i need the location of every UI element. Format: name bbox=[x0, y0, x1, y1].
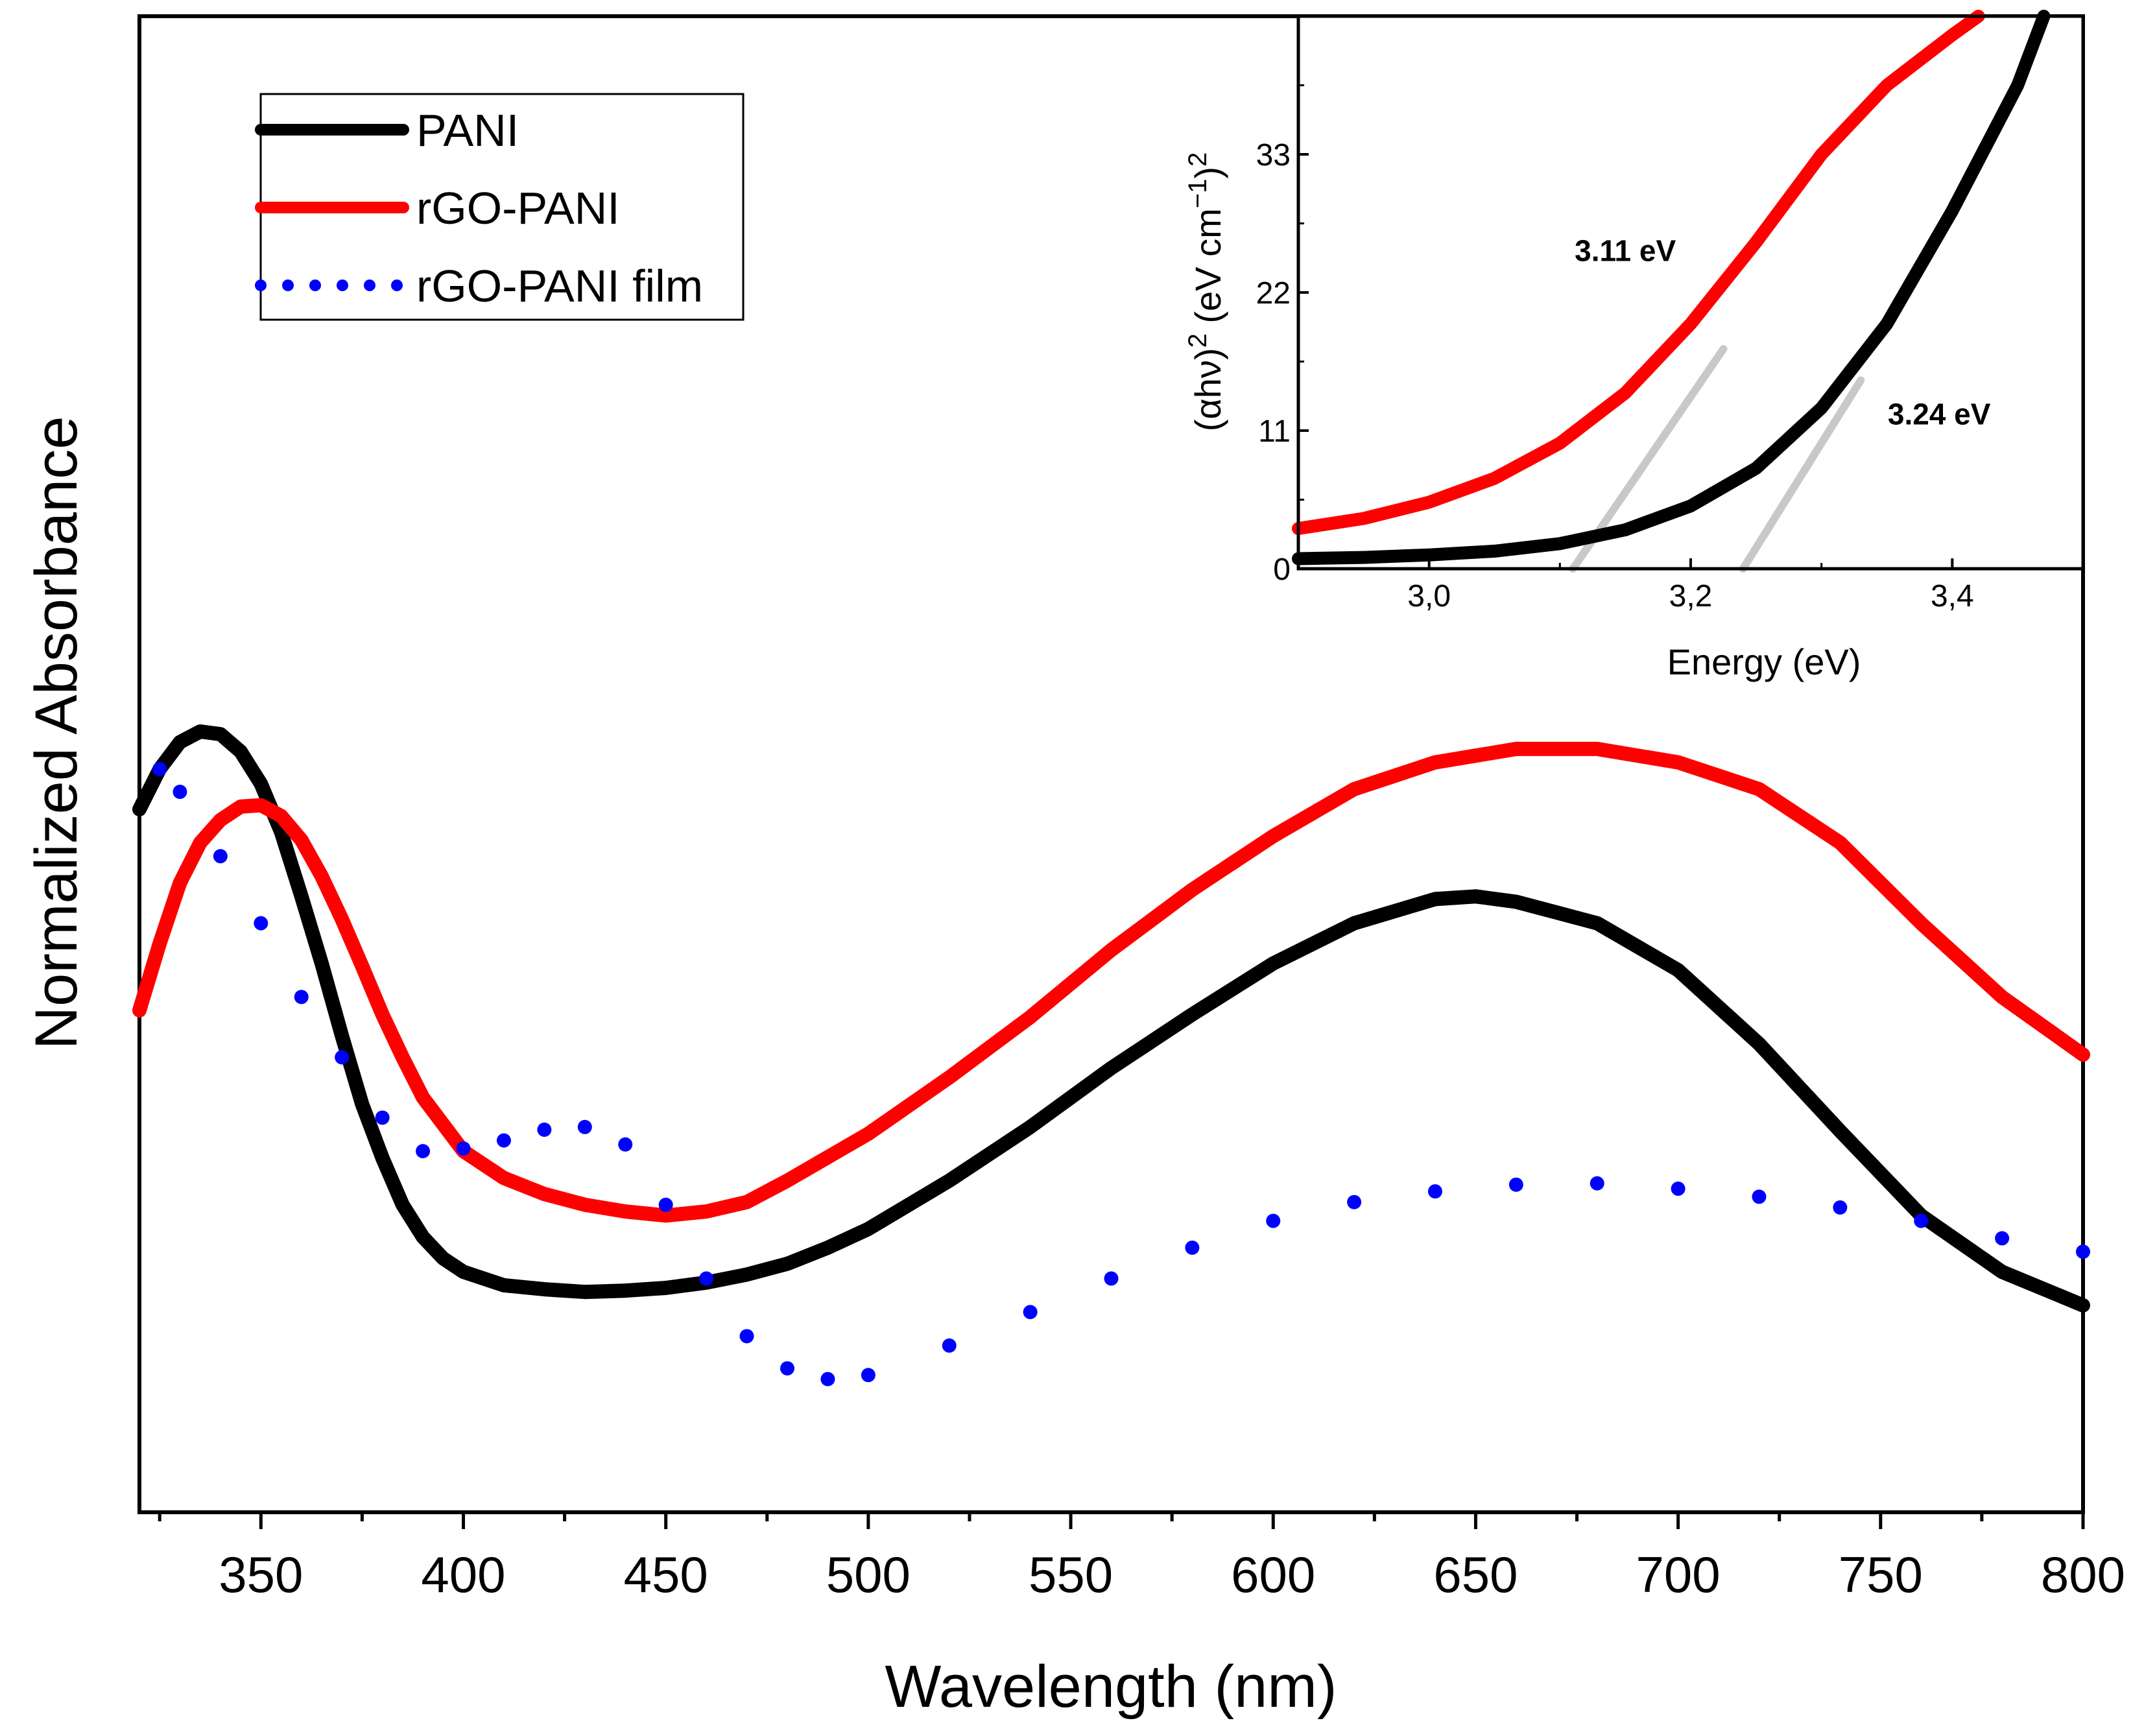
series-pani bbox=[132, 724, 2090, 1313]
inset-x-axis-title: Energy (eV) bbox=[1667, 641, 1861, 682]
series-rgo-pani bbox=[132, 741, 2090, 1223]
inset-annotation-3-24-ev: 3.24 eV bbox=[1888, 397, 1991, 431]
series-rgo-pani-film-point bbox=[1508, 1177, 1523, 1192]
inset-y-tick-label-0: 0 bbox=[1273, 553, 1291, 587]
main-x-tick-label-750: 750 bbox=[1839, 1546, 1923, 1603]
series-rgo-pani-film-point bbox=[456, 1141, 471, 1156]
series-rgo-pani-film-point bbox=[861, 1368, 875, 1383]
series-rgo-pani-film-point bbox=[1995, 1231, 2010, 1246]
inset-annotation-3-11-ev: 3.11 eV bbox=[1575, 234, 1676, 268]
inset-y-title-unit-open: (eV cm bbox=[1187, 208, 1228, 333]
inset-y-title-sup1: 2 bbox=[1184, 333, 1212, 348]
series-rgo-pani-film-point bbox=[375, 1110, 390, 1125]
main-x-tick-label-550: 550 bbox=[1029, 1546, 1113, 1603]
main-x-tick-label-650: 650 bbox=[1433, 1546, 1518, 1603]
series-rgo-pani-film-point bbox=[820, 1372, 835, 1386]
inset-y-tick-label-3: 33 bbox=[1256, 138, 1291, 172]
inset-y-title-unit-close: ) bbox=[1187, 167, 1228, 179]
main-chart: 350 400 450 500 550 600 650 700 750 800 Wavelengt… bbox=[23, 14, 2125, 1720]
inset-ticks: 3,0 3,2 3,4 0 11 22 33 bbox=[1256, 84, 1974, 613]
series-rgo-pani-film-point bbox=[1833, 1200, 1848, 1215]
series-rgo-pani-film-point bbox=[254, 916, 268, 931]
series-rgo-pani-film-point bbox=[618, 1137, 633, 1152]
series-rgo-pani-film-point bbox=[496, 1133, 511, 1148]
series-rgo-pani-film-point bbox=[335, 1050, 350, 1065]
series-rgo-pani-line bbox=[132, 741, 2090, 1223]
legend-entry-rgo-pani: rGO-PANI bbox=[255, 183, 620, 233]
series-rgo-pani-film-point bbox=[537, 1123, 552, 1137]
series-rgo-pani-film-point bbox=[1752, 1189, 1767, 1204]
series-rgo-pani-film-point bbox=[1104, 1271, 1119, 1286]
series-rgo-pani-film-point bbox=[1266, 1213, 1281, 1228]
legend-entry-rgo-pani-film: rGO-PANI film bbox=[255, 261, 703, 311]
inset-x-tick-label-0: 3,0 bbox=[1407, 579, 1451, 613]
series-rgo-pani-film-point bbox=[294, 990, 309, 1005]
inset-x-tick-label-1: 3,2 bbox=[1669, 579, 1713, 613]
series-rgo-pani-film-point bbox=[152, 761, 167, 776]
inset-background bbox=[1298, 16, 2083, 569]
inset-y-tick-label-1: 11 bbox=[1258, 414, 1291, 449]
inset-y-tick-label-2: 22 bbox=[1256, 276, 1291, 311]
series-rgo-pani-film-point bbox=[1671, 1182, 1685, 1196]
series-rgo-pani-film-point bbox=[942, 1338, 957, 1353]
legend-entry-pani: PANI bbox=[255, 105, 519, 156]
main-x-tick-label-350: 350 bbox=[219, 1546, 303, 1603]
series-rgo-pani-film-point bbox=[1023, 1305, 1038, 1320]
series-rgo-pani-film-point bbox=[1185, 1241, 1200, 1255]
main-x-axis-title: Wavelength (nm) bbox=[885, 1654, 1337, 1720]
legend: PANI rGO-PANI rGO-PANI film bbox=[255, 93, 744, 321]
series-rgo-pani-film-point bbox=[1914, 1213, 1929, 1228]
main-x-tick-label-450: 450 bbox=[624, 1546, 708, 1603]
series-rgo-pani-film-point bbox=[699, 1271, 714, 1286]
legend-label-pani: PANI bbox=[416, 105, 519, 156]
legend-label-rgo-pani-film: rGO-PANI film bbox=[416, 261, 703, 311]
series-rgo-pani-film-point bbox=[213, 849, 228, 864]
inset-y-axis-title: (αhν)2 (eV cm−1)2 bbox=[1184, 152, 1228, 432]
main-plot-frame bbox=[137, 14, 2085, 1514]
series-rgo-pani-film-point bbox=[173, 785, 187, 800]
inset-series-pani bbox=[1292, 10, 2051, 565]
inset-y-title-base: (αhν) bbox=[1187, 348, 1228, 431]
series-rgo-pani-film bbox=[152, 761, 2090, 1386]
series-rgo-pani-film-point bbox=[658, 1197, 673, 1212]
inset-y-title-sup2: −1 bbox=[1184, 179, 1212, 209]
main-x-tick-label-500: 500 bbox=[826, 1546, 911, 1603]
series-rgo-pani-film-point bbox=[1590, 1176, 1604, 1191]
inset-series-rgo-pani bbox=[1292, 10, 1985, 535]
main-x-tick-label-800: 800 bbox=[2041, 1546, 2125, 1603]
series-pani-line bbox=[132, 724, 2090, 1313]
inset-series bbox=[1292, 10, 2051, 565]
series-rgo-pani-film-point bbox=[780, 1361, 794, 1376]
main-x-tick-label-600: 600 bbox=[1231, 1546, 1315, 1603]
main-series bbox=[132, 724, 2090, 1386]
inset-x-tick-label-2: 3,4 bbox=[1931, 579, 1974, 613]
main-x-tick-label-400: 400 bbox=[421, 1546, 505, 1603]
series-rgo-pani-film-point bbox=[2076, 1244, 2090, 1259]
main-x-tick-label-700: 700 bbox=[1636, 1546, 1721, 1603]
legend-label-rgo-pani: rGO-PANI bbox=[416, 183, 620, 233]
series-rgo-pani-film-point bbox=[416, 1144, 431, 1159]
main-x-ticks: 350 400 450 500 550 600 650 700 750 800 bbox=[158, 1512, 2125, 1603]
series-rgo-pani-film-point bbox=[1428, 1184, 1442, 1199]
series-rgo-pani-film-point bbox=[739, 1329, 754, 1344]
main-y-axis-title: Normalized Absorbance bbox=[23, 416, 89, 1050]
inset-series-fit-3-24-ev bbox=[1739, 376, 1865, 573]
inset-y-title-sup3: 2 bbox=[1184, 152, 1212, 167]
series-rgo-pani-film-point bbox=[1347, 1195, 1362, 1209]
series-rgo-pani-film-point bbox=[577, 1119, 592, 1134]
